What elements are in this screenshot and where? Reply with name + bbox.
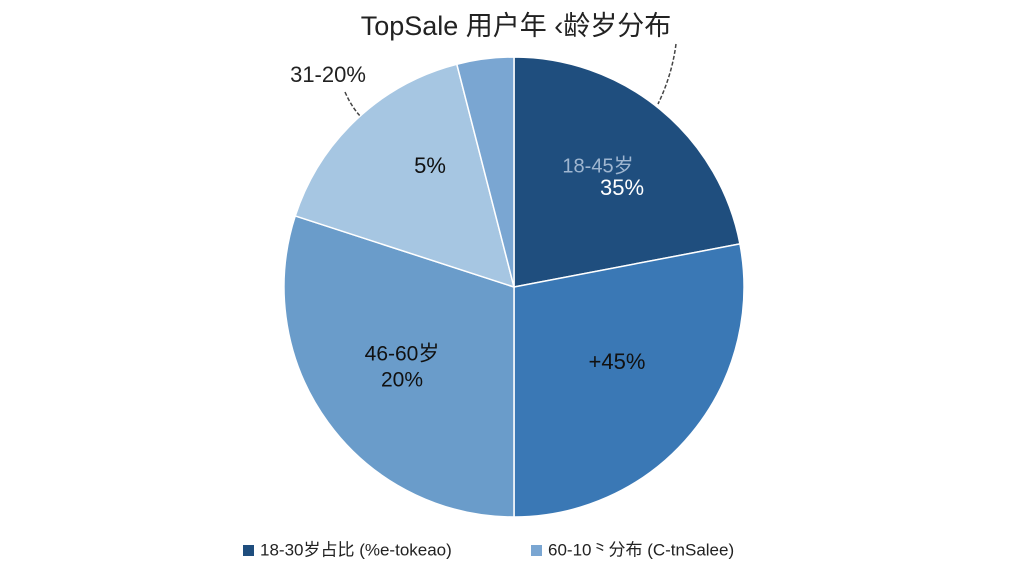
leader-line [344, 91, 363, 119]
pie-slice [455, 56, 515, 288]
legend-swatch [243, 545, 254, 556]
chart-title: TopSale 用户年 ‹龄岁分布 [361, 11, 672, 41]
legend-label: 18-30岁占比 (%e-tokeao) [260, 540, 452, 559]
pie-slice [513, 243, 745, 518]
slice-label: 18-45岁 [562, 154, 633, 177]
legend-swatch [531, 545, 542, 556]
slice-label: 31-20% [290, 62, 366, 87]
slice-label: 35% [600, 175, 644, 200]
leader-line [657, 43, 677, 105]
slice-label: 5% [414, 153, 446, 178]
slice-label: +45% [589, 349, 646, 374]
pie-slice [294, 63, 516, 289]
slice-label: 20% [381, 369, 423, 392]
pie-slice [513, 56, 741, 288]
legend-label: 60-10⺀分布 (C-tnSalee) [548, 540, 734, 559]
pie-slice [283, 214, 515, 518]
slice-label: 46-60岁 [365, 343, 440, 366]
